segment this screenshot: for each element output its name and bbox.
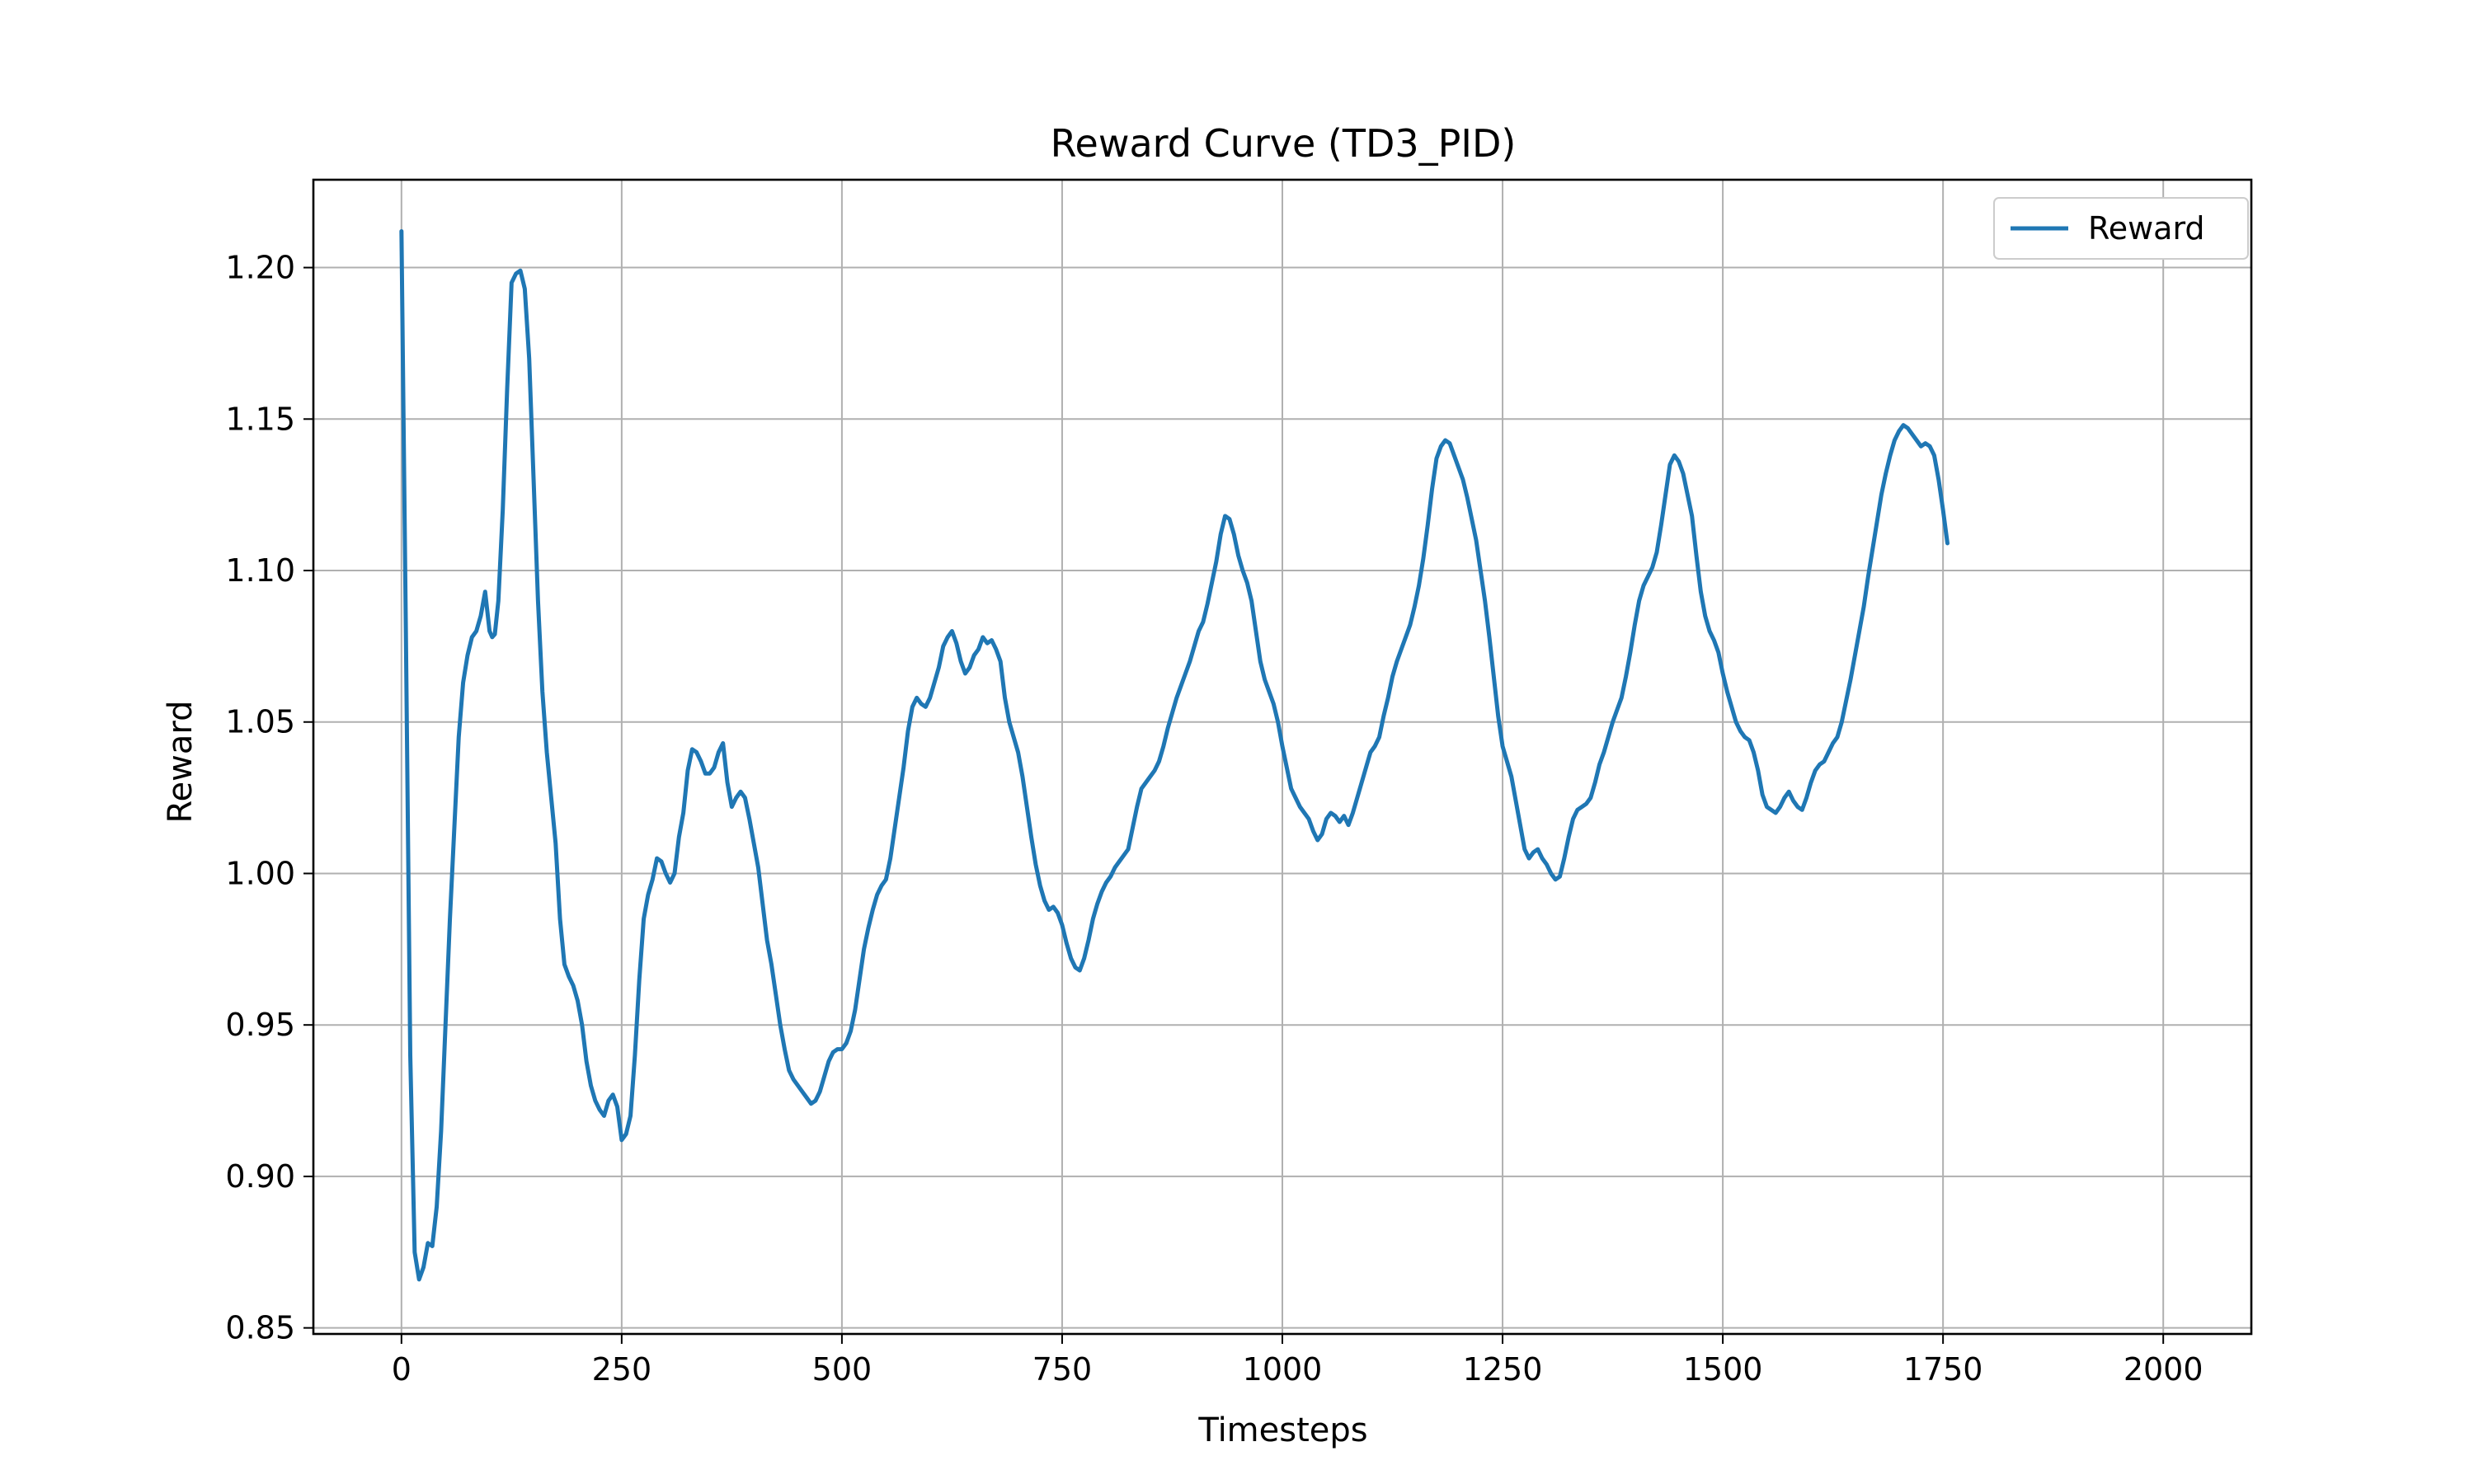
x-tick-label: 0 [392, 1351, 412, 1388]
legend-frame [1993, 197, 2249, 260]
x-tick-label: 2000 [2124, 1351, 2204, 1388]
y-axis-title: Reward [162, 701, 200, 824]
y-tick-label: 1.20 [225, 250, 295, 286]
y-tick-label: 0.95 [225, 1007, 295, 1043]
y-tick-label: 1.05 [225, 704, 295, 740]
y-tick-label: 0.85 [225, 1310, 295, 1346]
x-tick-label: 250 [592, 1351, 652, 1388]
x-tick-label: 500 [812, 1351, 872, 1388]
legend: Reward [1993, 197, 2249, 260]
series-line-reward [399, 228, 1950, 1282]
y-tick-label: 1.00 [225, 855, 295, 891]
x-tick-label: 1250 [1463, 1351, 1543, 1388]
legend-label-reward: Reward [2088, 210, 2205, 247]
x-tick-label: 1750 [1903, 1351, 1983, 1388]
y-tick-label: 0.90 [225, 1158, 295, 1195]
chart-title: Reward Curve (TD3_PID) [1051, 121, 1517, 166]
x-tick-label: 1000 [1243, 1351, 1323, 1388]
axis-ticks: 0 250 500 750 1000 1250 1500 1750 2000 0.85 0.90 0.… [225, 250, 2203, 1388]
grid-lines [313, 180, 2251, 1334]
x-tick-label: 750 [1032, 1351, 1093, 1388]
x-tick-label: 1500 [1683, 1351, 1763, 1388]
series-layer [399, 228, 1950, 1282]
y-tick-label: 1.10 [225, 552, 295, 589]
y-tick-label: 1.15 [225, 401, 295, 437]
x-axis-title: Timesteps [1197, 1411, 1367, 1449]
